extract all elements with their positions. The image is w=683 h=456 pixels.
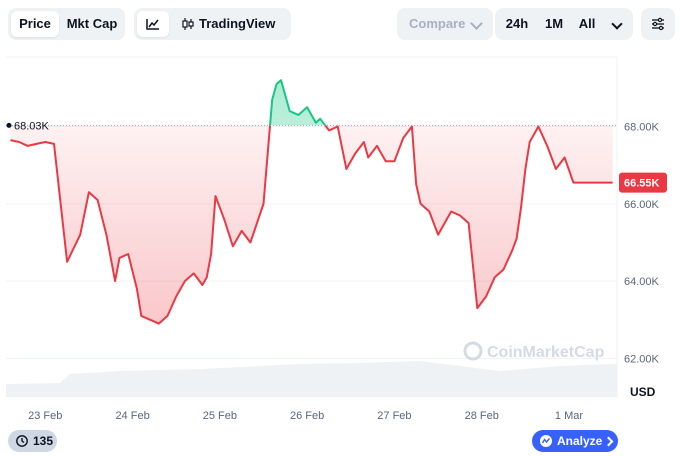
reference-price-text: 68.03K [14,120,50,132]
reference-price-label: 68.03K [6,120,50,132]
chevron-down-icon [470,17,483,30]
price-tab[interactable]: Price [11,11,59,37]
ai-analyze-icon [540,435,552,447]
chart-view-toggle: TradingView [134,8,291,40]
current-price-badge: 66.55K [619,172,667,193]
chart-toolbar: Price Mkt Cap TradingView Compare 24h 1M… [8,8,675,40]
x-tick-label: 27 Feb [377,410,411,422]
chart-settings-button[interactable] [641,8,675,40]
watermark-text: CoinMarketCap [487,344,605,361]
analyze-button[interactable]: Analyze [532,430,618,452]
y-axis: 62.00K 64.00K 66.00K 68.00K [624,122,660,366]
time-range-selector: 24h 1M All [495,8,633,40]
line-chart-button[interactable] [137,11,169,37]
chevron-down-icon [611,18,623,30]
x-tick-label: 24 Feb [115,410,149,422]
y-tick-label: 66.00K [624,199,660,211]
x-tick-label: 23 Feb [28,410,62,422]
price-area-below [10,125,613,324]
price-line-above [269,79,327,126]
y-tick-label: 68.00K [624,122,660,134]
range-all-button[interactable]: All [578,16,596,31]
x-tick-label: 28 Feb [465,410,499,422]
candlestick-icon [182,18,194,30]
y-tick-label: 64.00K [624,276,660,288]
x-axis: 23 Feb 24 Feb 25 Feb 26 Feb 27 Feb 28 Feb 1 Ma… [28,410,583,422]
tradingview-label: TradingView [199,16,276,31]
y-tick-label: 62.00K [624,353,660,365]
views-count: 135 [33,434,54,448]
range-more-button[interactable] [605,11,629,37]
compare-dropdown[interactable]: Compare [397,8,493,40]
range-24h-button[interactable]: 24h [505,16,529,31]
mktcap-tab[interactable]: Mkt Cap [66,16,118,31]
range-1m-button[interactable]: 1M [544,16,564,31]
compare-label: Compare [409,16,466,31]
chevron-right-icon [603,436,614,447]
x-tick-label: 1 Mar [555,410,583,422]
tradingview-button[interactable]: TradingView [174,11,286,37]
x-tick-label: 26 Feb [290,410,324,422]
analyze-label: Analyze [557,434,603,448]
price-line [10,79,613,325]
price-chart[interactable]: CoinMarketCap 68.03K 62.00K64.00K66.00K6… [0,41,683,456]
line-chart-icon [146,19,159,30]
volume-bars [6,361,617,397]
price-line-below [10,125,613,325]
price-mktcap-toggle: Price Mkt Cap [8,8,125,40]
sliders-icon [652,17,664,31]
coinmarketcap-watermark: CoinMarketCap [463,341,605,361]
current-price-text: 66.55K [624,178,660,190]
chart-frame [6,56,618,397]
history-icon [16,435,28,447]
currency-label: USD [630,385,656,399]
views-badge[interactable]: 135 [8,430,57,452]
x-tick-label: 25 Feb [203,410,237,422]
volume-area [6,361,617,397]
